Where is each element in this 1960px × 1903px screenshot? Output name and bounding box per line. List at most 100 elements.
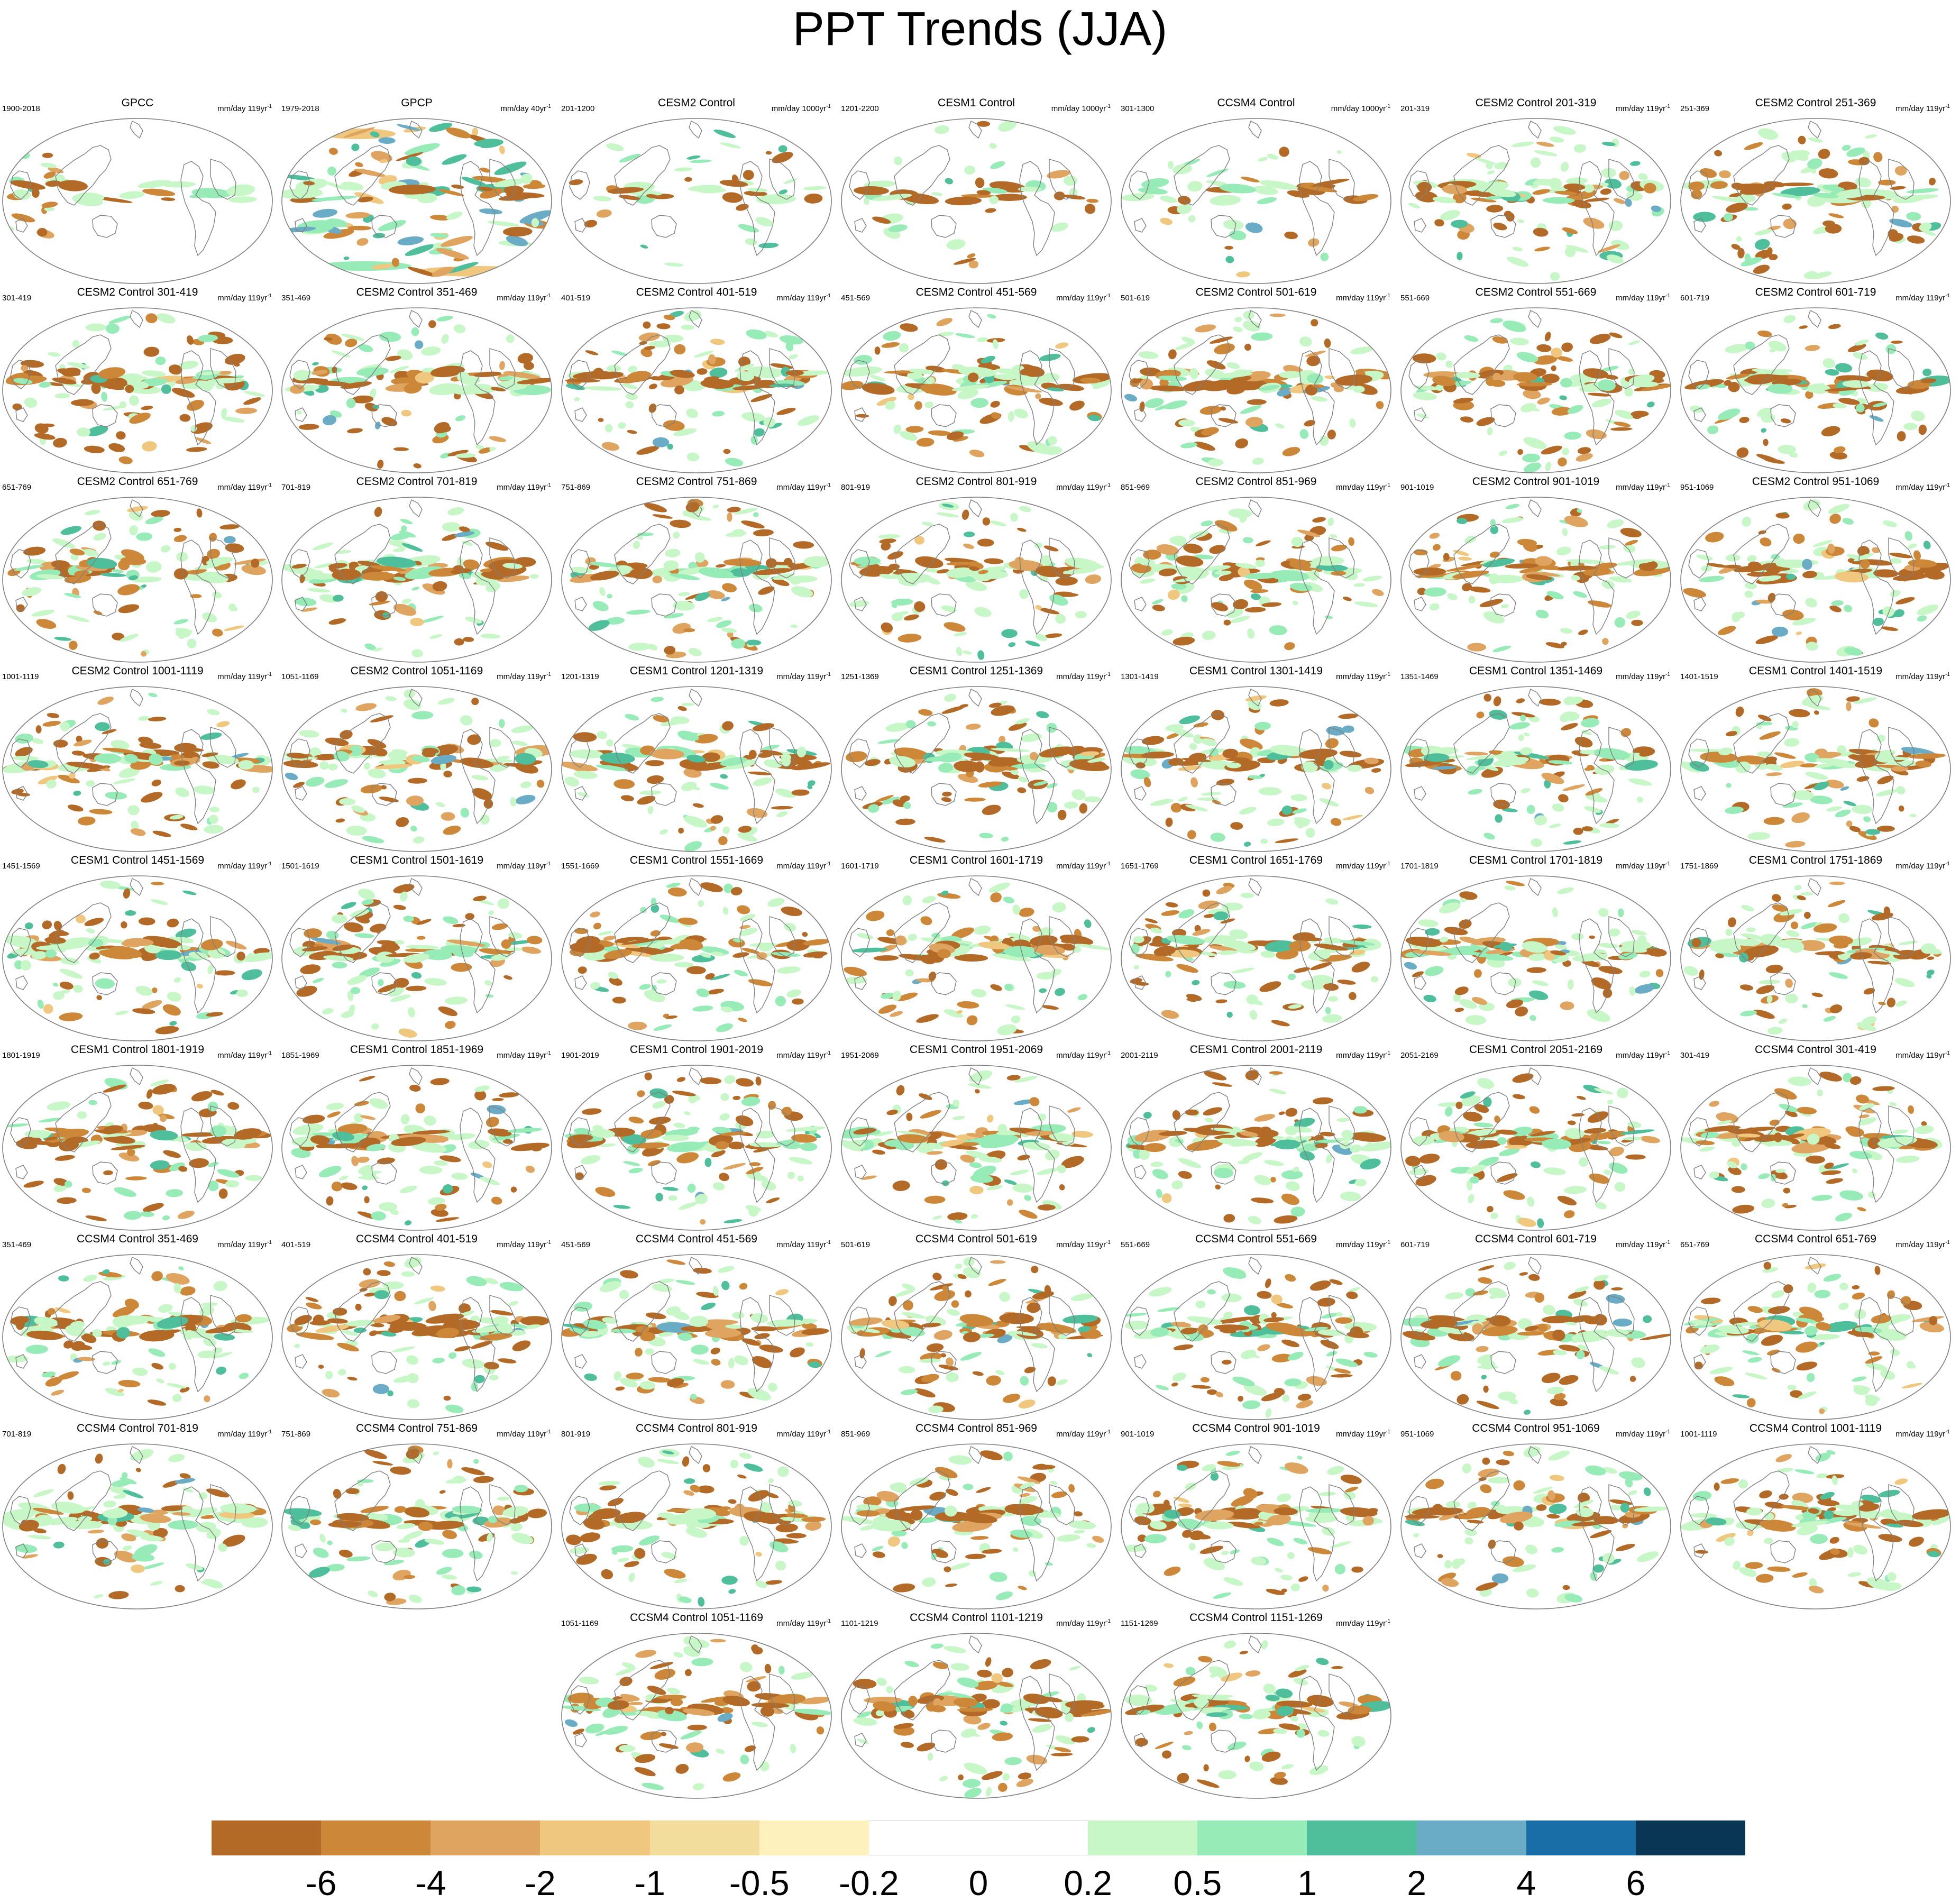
trend-shading bbox=[788, 353, 798, 360]
trend-shading bbox=[457, 372, 470, 382]
map-projection bbox=[839, 665, 1114, 855]
trend-shading bbox=[1239, 806, 1257, 816]
trend-shading bbox=[590, 911, 601, 919]
trend-shading bbox=[1739, 984, 1753, 991]
trend-shading bbox=[977, 336, 988, 343]
panel-units: mm/day 119yr-1 bbox=[1895, 670, 1950, 682]
trend-shading bbox=[723, 449, 730, 454]
trend-shading bbox=[1123, 392, 1138, 402]
trend-shading bbox=[1487, 427, 1494, 436]
trend-shading bbox=[598, 930, 613, 936]
trend-shading bbox=[77, 427, 90, 437]
trend-shading bbox=[73, 790, 81, 796]
trend-shading bbox=[364, 1196, 370, 1203]
trend-shading bbox=[743, 170, 755, 180]
trend-field bbox=[285, 310, 554, 469]
trend-shading bbox=[650, 930, 661, 937]
trend-shading bbox=[1562, 528, 1569, 537]
trend-shading bbox=[1299, 336, 1313, 348]
trend-shading bbox=[1818, 168, 1838, 179]
trend-shading bbox=[1350, 345, 1373, 356]
trend-shading bbox=[1804, 911, 1811, 919]
trend-shading bbox=[1732, 1186, 1745, 1193]
trend-shading bbox=[216, 720, 230, 728]
trend-shading bbox=[1504, 1145, 1527, 1149]
trend-shading bbox=[1217, 950, 1238, 955]
trend-shading bbox=[66, 614, 89, 624]
trend-shading bbox=[357, 887, 377, 902]
trend-shading bbox=[1739, 416, 1750, 424]
trend-shading bbox=[138, 1101, 153, 1110]
map-projection bbox=[0, 1233, 275, 1423]
trend-shading bbox=[182, 890, 197, 896]
panel-units: mm/day 119yr-1 bbox=[497, 859, 551, 871]
trend-shading bbox=[340, 901, 357, 911]
trend-shading bbox=[1364, 786, 1375, 795]
trend-shading bbox=[944, 692, 957, 703]
trend-shading bbox=[324, 777, 349, 790]
trend-shading bbox=[931, 191, 942, 196]
coastline bbox=[1134, 786, 1146, 800]
panel-period: 1901-2019 bbox=[561, 1051, 599, 1060]
trend-shading bbox=[1530, 1161, 1541, 1169]
coastline bbox=[969, 310, 982, 327]
trend-shading bbox=[1543, 1167, 1567, 1176]
trend-shading bbox=[1867, 717, 1880, 729]
trend-shading bbox=[358, 343, 374, 353]
trend-shading bbox=[42, 720, 61, 727]
trend-shading bbox=[919, 915, 933, 927]
trend-shading bbox=[954, 632, 967, 637]
panel-units: mm/day 119yr-1 bbox=[1336, 670, 1390, 682]
trend-field bbox=[1682, 498, 1950, 658]
trend-shading bbox=[1529, 1014, 1537, 1022]
trend-shading bbox=[656, 979, 667, 984]
trend-shading bbox=[1599, 545, 1616, 550]
trend-shading bbox=[1131, 944, 1139, 954]
trend-shading bbox=[946, 238, 966, 251]
trend-shading bbox=[150, 898, 168, 906]
trend-shading bbox=[1709, 1100, 1720, 1108]
trend-shading bbox=[1631, 620, 1643, 626]
trend-shading bbox=[116, 582, 141, 597]
map-projection bbox=[559, 286, 834, 477]
trend-shading bbox=[921, 895, 937, 904]
trend-shading bbox=[628, 1021, 647, 1030]
trend-shading bbox=[1564, 432, 1581, 440]
trend-shading bbox=[1909, 813, 1917, 817]
trend-shading bbox=[1054, 987, 1066, 997]
trend-shading bbox=[723, 1219, 743, 1224]
trend-shading bbox=[1780, 760, 1805, 770]
trend-shading bbox=[328, 617, 346, 626]
trend-shading bbox=[487, 219, 519, 227]
trend-shading bbox=[1476, 1076, 1496, 1091]
trend-shading bbox=[179, 414, 191, 422]
trend-shading bbox=[1705, 530, 1725, 544]
trend-shading bbox=[423, 1114, 437, 1127]
trend-shading bbox=[1408, 202, 1421, 209]
trend-shading bbox=[340, 1182, 358, 1191]
trend-shading bbox=[755, 1076, 762, 1086]
coastline bbox=[1528, 879, 1541, 895]
coastline bbox=[689, 879, 702, 895]
trend-shading bbox=[77, 1111, 87, 1119]
trend-shading bbox=[1413, 391, 1437, 401]
trend-shading bbox=[401, 409, 411, 417]
trend-shading bbox=[1257, 156, 1268, 162]
panel-units: mm/day 119yr-1 bbox=[1056, 670, 1111, 682]
trend-shading bbox=[377, 218, 407, 234]
trend-shading bbox=[1005, 1003, 1025, 1011]
trend-shading bbox=[397, 235, 424, 246]
trend-shading bbox=[1167, 161, 1174, 169]
trend-shading bbox=[1582, 215, 1606, 231]
trend-shading bbox=[1244, 343, 1252, 351]
trend-shading bbox=[1214, 1184, 1221, 1190]
trend-shading bbox=[753, 529, 774, 537]
trend-shading bbox=[1178, 796, 1188, 803]
trend-shading bbox=[177, 945, 191, 950]
trend-shading bbox=[1284, 642, 1296, 651]
trend-shading bbox=[716, 564, 726, 568]
trend-shading bbox=[1432, 543, 1441, 552]
trend-shading bbox=[86, 927, 96, 934]
trend-shading bbox=[941, 797, 952, 803]
